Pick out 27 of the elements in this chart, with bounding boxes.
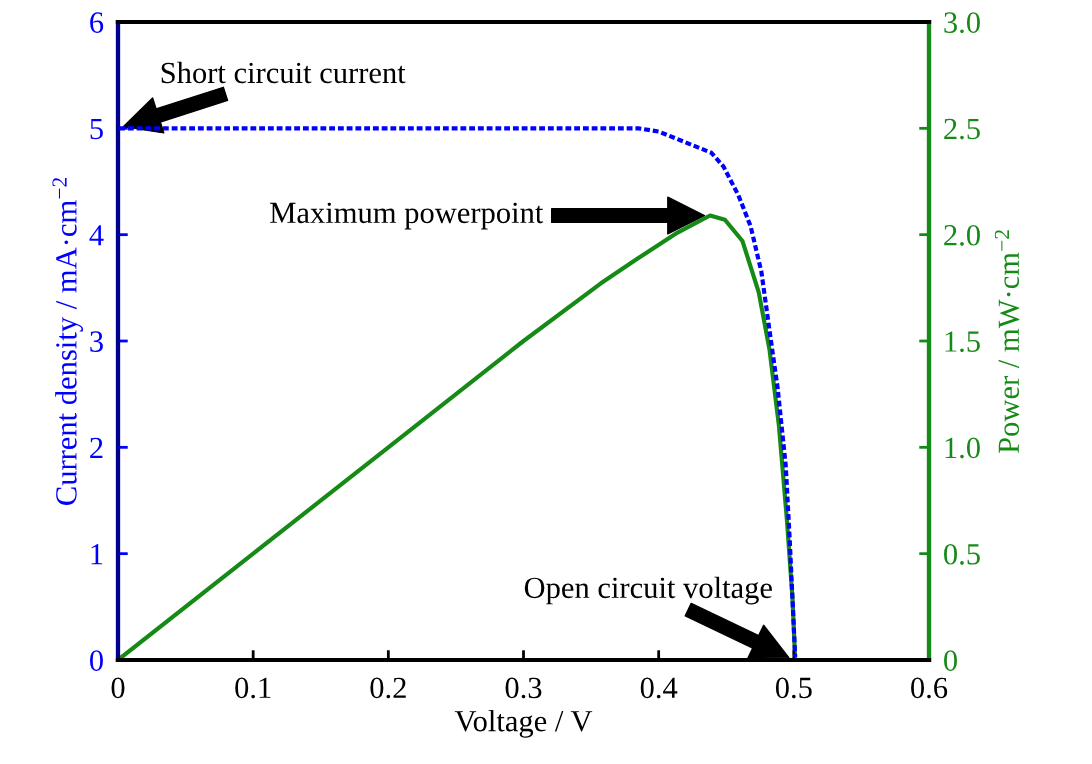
x-tick-label: 0 [111,677,125,699]
x-tick-label: 0.1 [235,677,271,699]
y-tick-label: 6 [90,12,104,33]
y2-tick-label: 0 [944,650,957,671]
y2-tick-label: 2.0 [944,224,980,246]
x-tick-label: 0.3 [505,677,542,699]
annotation: Short circuit current [161,61,406,84]
y2-tick-label: 2.5 [944,118,980,140]
x-axis-title: Voltage / V [454,709,593,738]
y-tick-label: 5 [90,118,103,140]
x-tick-label: 0.6 [911,677,948,699]
y-tick-label: 2 [90,437,103,458]
x-tick-label: 0.2 [370,677,406,699]
y2-tick-label: 3.0 [944,12,980,34]
y2-tick-label: 0.5 [944,543,980,565]
y-tick-label: 3 [90,331,103,352]
y2-axis-title: Power / mW·cm$^{−2}$ [994,230,1020,454]
annotation: Maximum powerpoint [270,202,544,230]
y-tick-label: 1 [91,544,103,565]
y2-tick-label: 1.0 [945,437,980,459]
y-tick-label: 4 [89,225,104,246]
y-tick-label: 0 [90,650,103,671]
y2-tick-label: 1.5 [945,331,980,353]
annotation: Open circuit voltage [524,576,772,605]
x-tick-label: 0.5 [775,677,812,699]
y-axis-title: Current density / mA·cm$^{−2}$ [52,177,83,505]
x-tick-label: 0.4 [640,677,678,699]
